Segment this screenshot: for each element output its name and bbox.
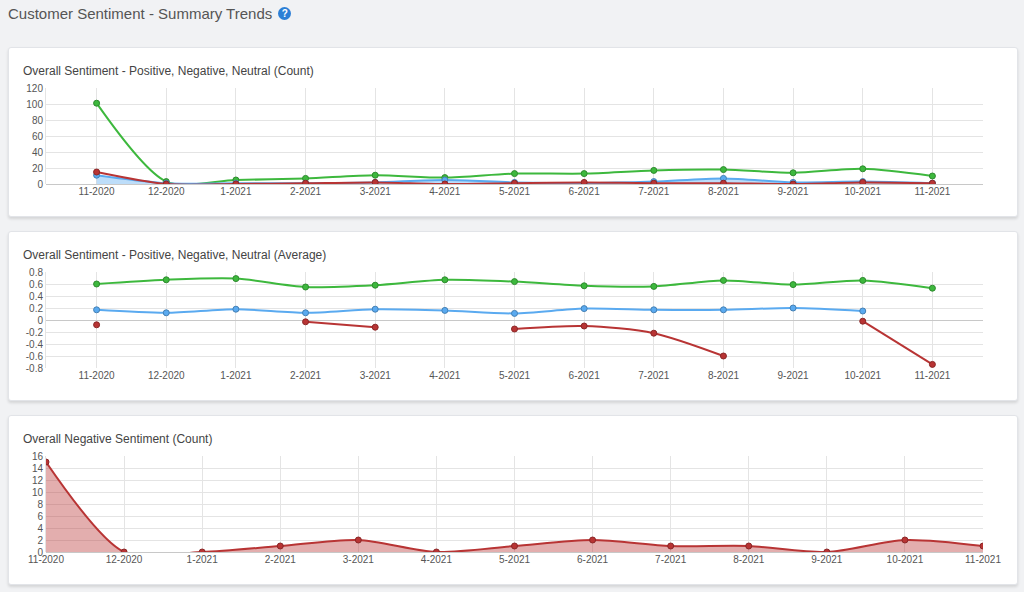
svg-text:8: 8 — [37, 499, 43, 510]
svg-text:5-2021: 5-2021 — [499, 554, 531, 565]
svg-text:12-2020: 12-2020 — [148, 370, 185, 381]
svg-text:40: 40 — [32, 147, 44, 158]
svg-text:-0.2: -0.2 — [26, 327, 44, 338]
svg-text:6: 6 — [37, 511, 43, 522]
svg-text:11-2020: 11-2020 — [79, 370, 115, 381]
svg-text:1-2021: 1-2021 — [187, 554, 219, 565]
svg-text:6-2021: 6-2021 — [569, 186, 601, 197]
svg-text:6-2021: 6-2021 — [569, 370, 601, 381]
svg-text:11-2020: 11-2020 — [28, 554, 64, 565]
svg-text:80: 80 — [32, 115, 44, 126]
svg-text:120: 120 — [26, 83, 43, 94]
svg-text:10-2021: 10-2021 — [844, 370, 881, 381]
svg-text:0: 0 — [37, 547, 43, 558]
svg-text:-0.8: -0.8 — [26, 363, 44, 374]
svg-text:-0.6: -0.6 — [26, 351, 44, 362]
svg-text:16: 16 — [32, 451, 44, 462]
svg-text:5-2021: 5-2021 — [499, 186, 531, 197]
svg-text:7-2021: 7-2021 — [638, 186, 670, 197]
svg-text:60: 60 — [32, 131, 44, 142]
svg-text:3-2021: 3-2021 — [343, 554, 375, 565]
svg-text:9-2021: 9-2021 — [778, 186, 810, 197]
svg-text:11-2021: 11-2021 — [965, 554, 1001, 565]
svg-text:0.4: 0.4 — [29, 291, 43, 302]
svg-text:7-2021: 7-2021 — [655, 554, 687, 565]
svg-text:9-2021: 9-2021 — [778, 370, 810, 381]
svg-text:0: 0 — [37, 179, 43, 190]
svg-text:10-2021: 10-2021 — [844, 186, 881, 197]
svg-text:1-2021: 1-2021 — [220, 370, 252, 381]
svg-text:14: 14 — [32, 463, 44, 474]
svg-text:12-2020: 12-2020 — [106, 554, 143, 565]
svg-text:11-2021: 11-2021 — [914, 370, 950, 381]
html-text:Overall Negative Sentiment (Co: Overall Negative Sentiment (Count) — [23, 432, 213, 446]
svg-text:7-2021: 7-2021 — [638, 370, 670, 381]
svg-text:12-2020: 12-2020 — [148, 186, 185, 197]
html-text:Customer Sentiment - Summary T: Customer Sentiment - Summary Trends — [8, 5, 273, 22]
svg-text:0.2: 0.2 — [29, 303, 43, 314]
svg-text:2-2021: 2-2021 — [290, 186, 322, 197]
svg-text:12: 12 — [32, 475, 44, 486]
svg-text:11-2021: 11-2021 — [914, 186, 950, 197]
html-text:Overall Sentiment - Positive,: Overall Sentiment - Positive, Negative, … — [23, 64, 314, 78]
svg-text:3-2021: 3-2021 — [360, 186, 392, 197]
svg-text:4-2021: 4-2021 — [429, 370, 461, 381]
svg-text:10: 10 — [32, 487, 44, 498]
svg-text:-0.4: -0.4 — [26, 339, 44, 350]
svg-text:9-2021: 9-2021 — [811, 554, 843, 565]
svg-text:5-2021: 5-2021 — [499, 370, 531, 381]
svg-text:11-2020: 11-2020 — [79, 186, 115, 197]
svg-text:8-2021: 8-2021 — [708, 186, 740, 197]
svg-text:4-2021: 4-2021 — [429, 186, 461, 197]
svg-text:0: 0 — [37, 315, 43, 326]
svg-text:3-2021: 3-2021 — [360, 370, 392, 381]
svg-text:100: 100 — [26, 99, 43, 110]
svg-text:6-2021: 6-2021 — [577, 554, 609, 565]
svg-text:8-2021: 8-2021 — [733, 554, 765, 565]
svg-text:0.8: 0.8 — [29, 267, 43, 278]
svg-text:4-2021: 4-2021 — [421, 554, 453, 565]
svg-text:20: 20 — [32, 163, 44, 174]
svg-text:2-2021: 2-2021 — [290, 370, 322, 381]
svg-text:8-2021: 8-2021 — [708, 370, 740, 381]
html-text:Overall Sentiment - Positive,: Overall Sentiment - Positive, Negative, … — [23, 248, 327, 262]
svg-text:2: 2 — [37, 535, 43, 546]
svg-text:2-2021: 2-2021 — [265, 554, 297, 565]
svg-text:0.6: 0.6 — [29, 279, 43, 290]
svg-text:1-2021: 1-2021 — [220, 186, 252, 197]
svg-text:10-2021: 10-2021 — [887, 554, 924, 565]
svg-text:4: 4 — [37, 523, 43, 534]
